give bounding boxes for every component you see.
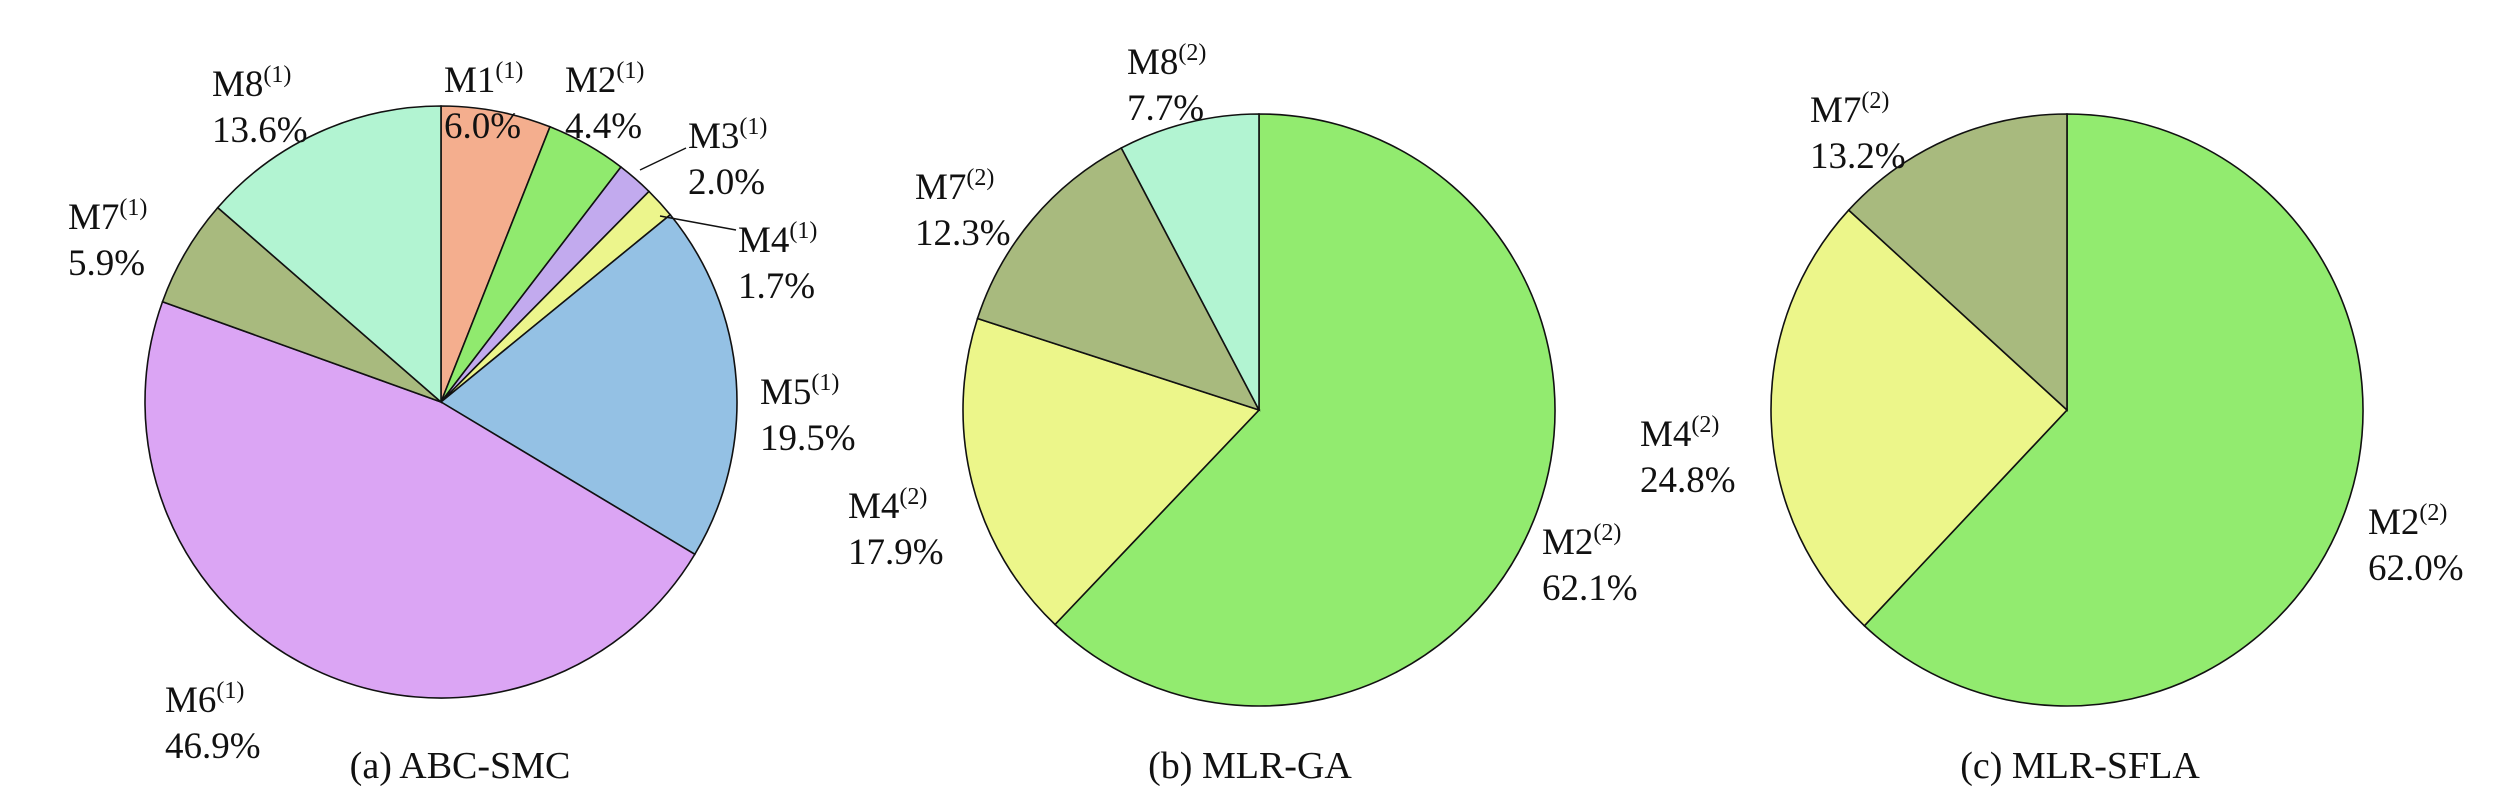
slice-name: M1(1) xyxy=(444,58,523,101)
slice-superscript: (2) xyxy=(2419,500,2447,526)
slice-label-m8: M8(1) 13.6% xyxy=(212,62,308,151)
slice-name-text: M7 xyxy=(1810,90,1861,131)
slice-percent: 13.2% xyxy=(1810,136,1906,177)
slice-label-m4: M4(2) 17.9% xyxy=(848,484,944,573)
slice-superscript: (2) xyxy=(1861,88,1889,114)
slice-percent: 1.7% xyxy=(738,266,815,307)
slice-label-m8: M8(2) 7.7% xyxy=(1127,40,1206,129)
slice-name-text: M2 xyxy=(2368,502,2419,543)
slice-name: M4(2) xyxy=(1640,412,1719,455)
slice-superscript: (1) xyxy=(216,678,244,704)
slice-superscript: (2) xyxy=(966,165,994,191)
pie-panel-abc-smc: M1(1)6.0%M2(1)4.4% M3(1)2.0%M4(1)1.7%M5(1… xyxy=(68,58,856,787)
slice-superscript: (1) xyxy=(263,62,291,88)
slice-label-m2: M2(2) 62.0% xyxy=(2368,500,2464,589)
slice-percent: 6.0% xyxy=(444,106,521,147)
slice-name-text: M4 xyxy=(738,220,789,261)
slice-label-m1: M1(1) 6.0% xyxy=(444,58,523,147)
slice-name: M8(2) xyxy=(1127,40,1206,83)
slice-name-text: M1 xyxy=(444,60,495,101)
slice-percent: 62.1% xyxy=(1542,568,1638,609)
slice-name: M4(2) xyxy=(848,484,927,527)
slice-name-text: M4 xyxy=(1640,414,1691,455)
slice-label-m7: M7(2) 13.2% xyxy=(1810,88,1906,177)
slice-name: M2(1) xyxy=(565,58,644,101)
slice-name: M7(1) xyxy=(68,195,147,238)
slice-label-m2: M2(1) 4.4% xyxy=(565,58,644,147)
slice-percent: 13.6% xyxy=(212,110,308,151)
slice-label-m6: M6(1) 46.9% xyxy=(165,678,261,767)
pie-slice-m2 xyxy=(1053,113,1556,707)
chart-caption: (c) MLR-SFLA xyxy=(1960,745,2200,787)
slice-superscript: (2) xyxy=(899,484,927,510)
slice-name: M7(2) xyxy=(1810,88,1889,131)
pie-slice-m5 xyxy=(439,213,738,556)
slice-percent: 46.9% xyxy=(165,726,261,767)
slice-label-m2: M2(2) 62.1% xyxy=(1542,520,1638,609)
pie-slice-m4 xyxy=(962,317,1261,626)
slice-superscript: (1) xyxy=(495,58,523,84)
slice-superscript: (1) xyxy=(616,58,644,84)
leader-line-m4 xyxy=(659,215,737,231)
slice-name: M7(2) xyxy=(915,165,994,208)
slice-name: M2(2) xyxy=(2368,500,2447,543)
chart-caption: (b) MLR-GA xyxy=(1148,745,1352,787)
slice-name-text: M2 xyxy=(1542,522,1593,563)
pie-slice-m6 xyxy=(144,300,696,699)
slice-label-m7: M7(1) 5.9% xyxy=(68,195,147,284)
slice-name-text: M3 xyxy=(688,116,739,157)
slice-name-text: M7 xyxy=(68,197,119,238)
slice-percent: 4.4% xyxy=(565,106,642,147)
slice-percent: 19.5% xyxy=(760,418,856,459)
pie-panel-mlr-ga: M2(2)62.1%M4(2)17.9%M7(2)12.3%M8(2)7.7%(… xyxy=(848,40,1638,787)
slice-name-text: M6 xyxy=(165,680,216,721)
slice-label-m4: M4(2) 24.8% xyxy=(1640,412,1736,501)
pie-slice-m8 xyxy=(216,105,442,404)
pie-slice-m7 xyxy=(1847,113,2068,412)
slice-percent: 7.7% xyxy=(1127,88,1204,129)
slice-percent: 12.3% xyxy=(915,213,1011,254)
pie-slice-m8 xyxy=(1120,113,1260,411)
slice-superscript: (1) xyxy=(811,370,839,396)
slice-name: M6(1) xyxy=(165,678,244,721)
slice-superscript: (2) xyxy=(1178,40,1206,66)
slice-name: M5(1) xyxy=(760,370,839,413)
slice-label-m4: M4(1) 1.7% xyxy=(738,218,817,307)
pie-slice-m4 xyxy=(1770,208,2069,627)
slice-percent: 62.0% xyxy=(2368,548,2464,589)
slice-percent: 2.0% xyxy=(688,162,765,203)
leader-line-m3 xyxy=(639,147,687,171)
slice-name-text: M7 xyxy=(915,167,966,208)
slice-superscript: (1) xyxy=(119,195,147,221)
slice-label-m5: M5(1) 19.5% xyxy=(760,370,856,459)
slice-superscript: (2) xyxy=(1691,412,1719,438)
chart-caption: (a) ABC-SMC xyxy=(350,745,571,787)
slice-name: M4(1) xyxy=(738,218,817,261)
slice-name-text: M8 xyxy=(1127,42,1178,83)
slice-name: M8(1) xyxy=(212,62,291,105)
slice-name-text: M8 xyxy=(212,64,263,105)
slice-name-text: M4 xyxy=(848,486,899,527)
slice-superscript: (2) xyxy=(1593,520,1621,546)
slice-name: M3(1) xyxy=(688,114,767,157)
slice-name: M2(2) xyxy=(1542,520,1621,563)
slice-superscript: (1) xyxy=(739,114,767,140)
slice-label-m3: M3(1) 2.0% xyxy=(688,114,767,203)
slice-superscript: (1) xyxy=(789,218,817,244)
slice-percent: 5.9% xyxy=(68,243,145,284)
pie-slice-m7 xyxy=(976,146,1261,412)
slice-label-m7: M7(2) 12.3% xyxy=(915,165,1011,254)
slice-name-text: M5 xyxy=(760,372,811,413)
slice-percent: 17.9% xyxy=(848,532,944,573)
slice-percent: 24.8% xyxy=(1640,460,1736,501)
pie-slice-m2 xyxy=(1863,113,2364,707)
pie-panel-mlr-sfla: M2(2)62.0%M4(2)24.8%M7(2)13.2%(c) MLR-SF… xyxy=(1640,88,2464,787)
slice-name-text: M2 xyxy=(565,60,616,101)
